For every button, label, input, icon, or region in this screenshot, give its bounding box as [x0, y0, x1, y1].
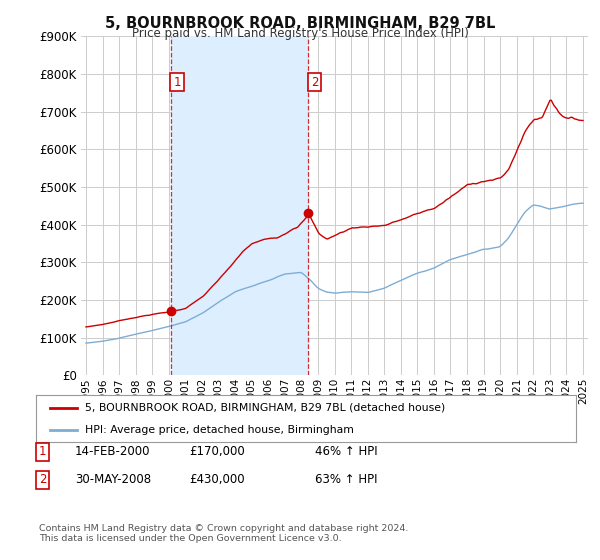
Text: 30-MAY-2008: 30-MAY-2008	[75, 473, 151, 487]
Text: Price paid vs. HM Land Registry's House Price Index (HPI): Price paid vs. HM Land Registry's House …	[131, 27, 469, 40]
Text: 2: 2	[39, 473, 47, 487]
Text: 63% ↑ HPI: 63% ↑ HPI	[315, 473, 377, 487]
Text: 14-FEB-2000: 14-FEB-2000	[75, 445, 151, 459]
Text: 2: 2	[311, 76, 319, 88]
Bar	[171, 36, 308, 375]
Text: £170,000: £170,000	[189, 445, 245, 459]
Text: 1: 1	[173, 76, 181, 88]
Text: £430,000: £430,000	[189, 473, 245, 487]
Text: 5, BOURNBROOK ROAD, BIRMINGHAM, B29 7BL: 5, BOURNBROOK ROAD, BIRMINGHAM, B29 7BL	[105, 16, 495, 31]
Text: 5, BOURNBROOK ROAD, BIRMINGHAM, B29 7BL (detached house): 5, BOURNBROOK ROAD, BIRMINGHAM, B29 7BL …	[85, 403, 445, 413]
Text: HPI: Average price, detached house, Birmingham: HPI: Average price, detached house, Birm…	[85, 424, 353, 435]
Text: 46% ↑ HPI: 46% ↑ HPI	[315, 445, 377, 459]
Text: 1: 1	[39, 445, 47, 459]
Text: Contains HM Land Registry data © Crown copyright and database right 2024.
This d: Contains HM Land Registry data © Crown c…	[39, 524, 409, 543]
